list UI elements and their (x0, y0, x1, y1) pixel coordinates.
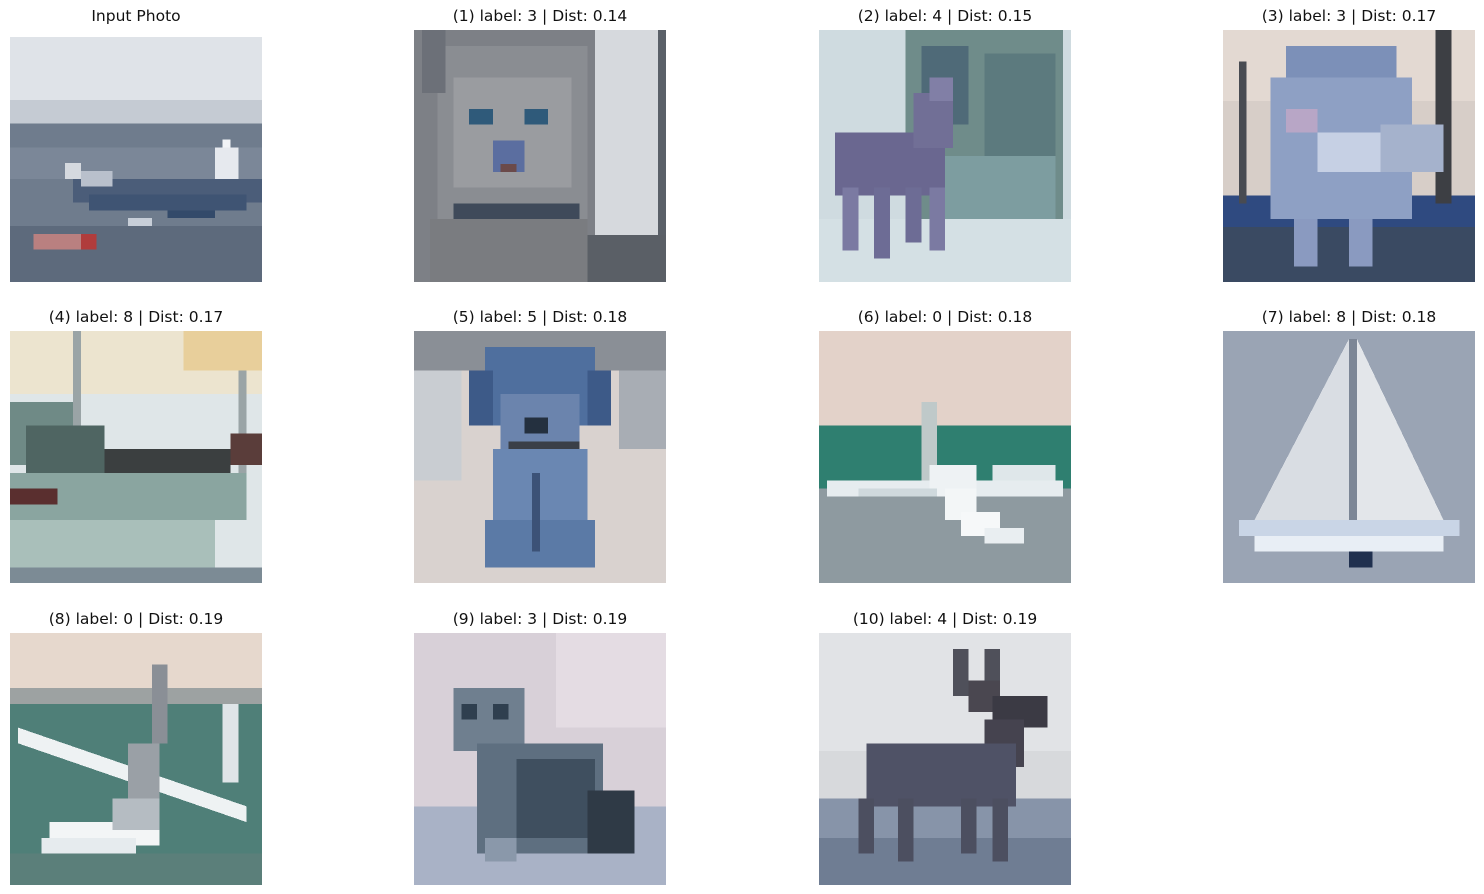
result-3-caption: (3) label: 3 | Dist: 0.17 (1261, 7, 1437, 25)
result-9-image (414, 633, 666, 885)
result-5-caption: (5) label: 5 | Dist: 0.18 (452, 308, 628, 326)
result-1-caption: (1) label: 3 | Dist: 0.14 (452, 7, 628, 25)
input-photo-title: Input Photo (91, 7, 181, 25)
result-9-caption: (9) label: 3 | Dist: 0.19 (452, 610, 628, 628)
result-3-image (1223, 30, 1475, 282)
result-8-image (10, 633, 262, 885)
result-2-image (819, 30, 1071, 282)
result-2-caption: (2) label: 4 | Dist: 0.15 (857, 7, 1033, 25)
result-10-image (819, 633, 1071, 885)
result-5-image (414, 331, 666, 583)
result-1-image (414, 30, 666, 282)
result-7-image (1223, 331, 1475, 583)
result-8-caption: (8) label: 0 | Dist: 0.19 (48, 610, 224, 628)
result-6-image (819, 331, 1071, 583)
result-4-caption: (4) label: 8 | Dist: 0.17 (48, 308, 224, 326)
result-10-caption: (10) label: 4 | Dist: 0.19 (852, 610, 1038, 628)
result-4-image (10, 331, 262, 583)
result-7-caption: (7) label: 8 | Dist: 0.18 (1261, 308, 1437, 326)
result-6-caption: (6) label: 0 | Dist: 0.18 (857, 308, 1033, 326)
input-photo-image (10, 37, 262, 282)
